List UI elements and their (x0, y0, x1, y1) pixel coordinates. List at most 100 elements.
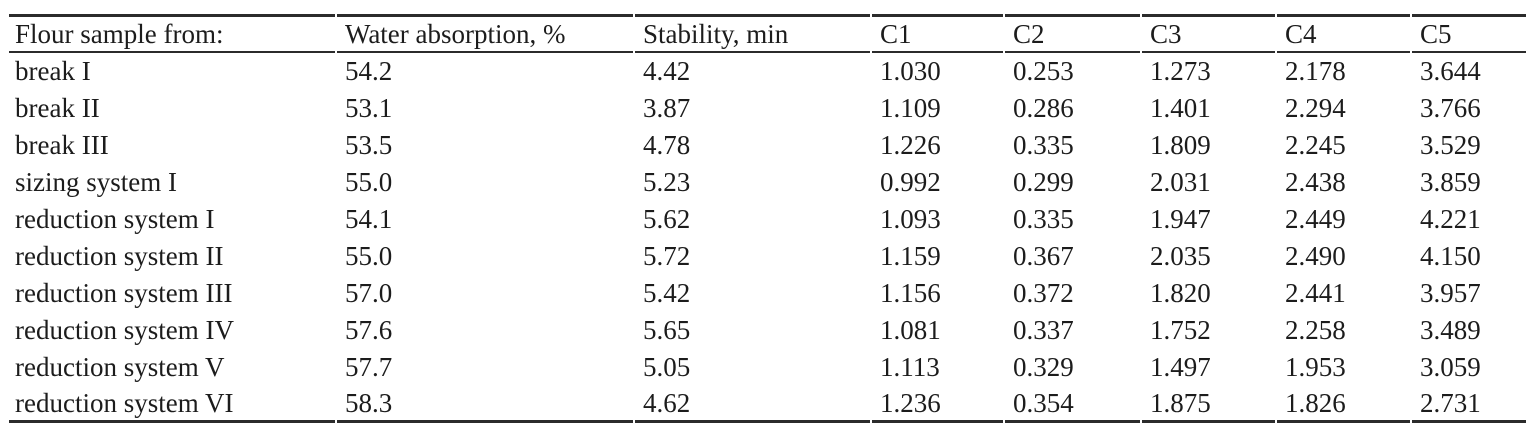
table-cell: 1.156 (880, 278, 941, 308)
table-row: sizing system I 55.0 5.23 0.992 0.299 2.… (9, 164, 1526, 201)
table-cell: 55.0 (345, 167, 393, 197)
table-cell: 1.820 (1150, 278, 1211, 308)
row-label: reduction system VI (9, 386, 335, 423)
table-cell: 53.1 (345, 93, 393, 123)
table-cell: 4.42 (643, 56, 691, 86)
col-header-stability: Stability, min (635, 14, 870, 53)
table-cell: 2.490 (1285, 241, 1346, 271)
table-cell: 0.335 (1013, 204, 1074, 234)
table-cell: 54.2 (345, 56, 393, 86)
table-cell: 1.875 (1142, 386, 1275, 423)
table-cell: 1.947 (1150, 204, 1211, 234)
table-cell: 2.438 (1285, 167, 1346, 197)
table-cell: 2.258 (1285, 315, 1346, 345)
table-cell: 5.23 (643, 167, 691, 197)
table-cell: 1.113 (880, 352, 940, 382)
table-cell: 4.62 (635, 386, 870, 423)
table-cell: 1.953 (1285, 352, 1346, 382)
table-cell: 0.354 (1005, 386, 1140, 423)
table-cell: 57.7 (345, 352, 393, 382)
table-cell: 2.441 (1285, 278, 1346, 308)
table-cell: 1.236 (872, 386, 1003, 423)
table-cell: 0.337 (1013, 315, 1074, 345)
col-header-c2: C2 (1005, 14, 1140, 53)
table-cell: 4.150 (1420, 241, 1481, 271)
table-row: reduction system III 57.0 5.42 1.156 0.3… (9, 275, 1526, 312)
table-cell: 54.1 (345, 204, 393, 234)
table-cell: 3.766 (1420, 93, 1481, 123)
row-label: reduction system III (15, 278, 233, 308)
col-header-flour-sample-from: Flour sample from: (9, 14, 335, 53)
table-row: reduction system I 54.1 5.62 1.093 0.335… (9, 201, 1526, 238)
table-cell: 55.0 (345, 241, 393, 271)
table-cell: 1.159 (880, 241, 941, 271)
table-cell: 1.497 (1150, 352, 1211, 382)
table-cell: 3.644 (1420, 56, 1481, 86)
table-row: break III 53.5 4.78 1.226 0.335 1.809 2.… (9, 127, 1526, 164)
flour-samples-table: Flour sample from: Water absorption, % S… (7, 14, 1528, 423)
table-row: reduction system II 55.0 5.72 1.159 0.36… (9, 238, 1526, 275)
row-label: break III (15, 130, 109, 160)
table-cell: 3.957 (1420, 278, 1481, 308)
table-cell: 2.731 (1412, 386, 1526, 423)
table-row: break I 54.2 4.42 1.030 0.253 1.273 2.17… (9, 53, 1526, 90)
table-cell: 1.826 (1277, 386, 1410, 423)
table-cell: 5.42 (643, 278, 691, 308)
table-cell: 1.809 (1150, 130, 1211, 160)
col-header-c3: C3 (1142, 14, 1275, 53)
table-cell: 2.449 (1285, 204, 1346, 234)
header-row: Flour sample from: Water absorption, % S… (9, 14, 1526, 53)
table-cell: 1.081 (880, 315, 941, 345)
table-cell: 1.752 (1150, 315, 1211, 345)
row-label: reduction system II (15, 241, 224, 271)
table-cell: 1.109 (880, 93, 941, 123)
table-cell: 5.72 (643, 241, 691, 271)
row-label: break I (15, 56, 91, 86)
row-label: reduction system I (15, 204, 215, 234)
table-cell: 5.65 (643, 315, 691, 345)
table-cell: 2.245 (1285, 130, 1346, 160)
table-cell: 1.030 (880, 56, 941, 86)
table-cell: 57.6 (345, 315, 393, 345)
table-cell: 4.221 (1420, 204, 1481, 234)
table-cell: 1.273 (1150, 56, 1211, 86)
table-cell: 0.367 (1013, 241, 1074, 271)
table-cell: 0.329 (1013, 352, 1074, 382)
table-cell: 1.093 (880, 204, 941, 234)
table-cell: 1.401 (1150, 93, 1211, 123)
table-cell: 2.294 (1285, 93, 1346, 123)
table-cell: 3.87 (643, 93, 691, 123)
table-row: reduction system V 57.7 5.05 1.113 0.329… (9, 349, 1526, 386)
table-cell: 2.031 (1150, 167, 1211, 197)
paper-table-container: Flour sample from: Water absorption, % S… (7, 14, 1528, 423)
table-cell: 5.62 (643, 204, 691, 234)
table-cell: 0.335 (1013, 130, 1074, 160)
table-cell: 0.253 (1013, 56, 1074, 86)
row-label: reduction system V (15, 352, 225, 382)
table-cell: 57.0 (345, 278, 393, 308)
table-cell: 5.05 (643, 352, 691, 382)
table-cell: 3.059 (1420, 352, 1481, 382)
table-cell: 53.5 (345, 130, 393, 160)
table-cell: 0.372 (1013, 278, 1074, 308)
table-cell: 3.529 (1420, 130, 1481, 160)
table-row: reduction system IV 57.6 5.65 1.081 0.33… (9, 312, 1526, 349)
table-row: reduction system VI 58.3 4.62 1.236 0.35… (9, 386, 1526, 423)
row-label: sizing system I (15, 167, 177, 197)
table-cell: 2.035 (1150, 241, 1211, 271)
table-row: break II 53.1 3.87 1.109 0.286 1.401 2.2… (9, 90, 1526, 127)
col-header-c5: C5 (1412, 14, 1526, 53)
col-header-c1: C1 (872, 14, 1003, 53)
table-cell: 4.78 (643, 130, 691, 160)
table-cell: 1.226 (880, 130, 941, 160)
table-cell: 0.299 (1013, 167, 1074, 197)
table-cell: 3.489 (1420, 315, 1481, 345)
col-header-c4: C4 (1277, 14, 1410, 53)
row-label: reduction system IV (15, 315, 234, 345)
table-cell: 3.859 (1420, 167, 1481, 197)
table-cell: 0.286 (1013, 93, 1074, 123)
col-header-water-absorption: Water absorption, % (337, 14, 633, 53)
row-label: break II (15, 93, 100, 123)
table-cell: 0.992 (880, 167, 941, 197)
table-cell: 2.178 (1285, 56, 1346, 86)
